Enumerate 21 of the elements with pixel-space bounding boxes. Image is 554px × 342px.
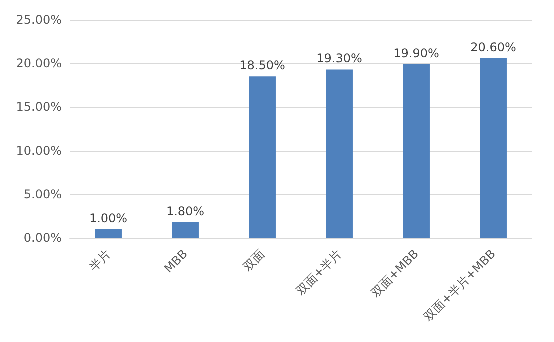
bar <box>249 76 276 238</box>
y-tick-label: 10.00% <box>16 144 62 158</box>
data-label: 20.60% <box>470 40 516 54</box>
x-tick-label: 双面 <box>240 247 268 274</box>
data-label: 19.90% <box>394 46 440 60</box>
x-tick-label: 双面+半片 <box>294 247 344 298</box>
data-label: 19.30% <box>316 52 362 66</box>
y-tick-label: 5.00% <box>24 187 62 202</box>
y-tick-label: 15.00% <box>16 100 62 114</box>
y-tick-label: 25.00% <box>16 13 62 27</box>
data-label: 18.50% <box>240 58 286 73</box>
bar <box>480 58 507 238</box>
data-label: 1.00% <box>89 211 128 226</box>
bar <box>326 70 353 238</box>
x-tick-label: 半片 <box>86 247 114 274</box>
bar <box>95 229 122 238</box>
y-tick-label: 20.00% <box>16 56 62 71</box>
data-label: 1.80% <box>166 204 205 218</box>
bar <box>403 64 430 238</box>
y-tick-label: 0.00% <box>24 231 62 245</box>
bar <box>172 222 199 238</box>
